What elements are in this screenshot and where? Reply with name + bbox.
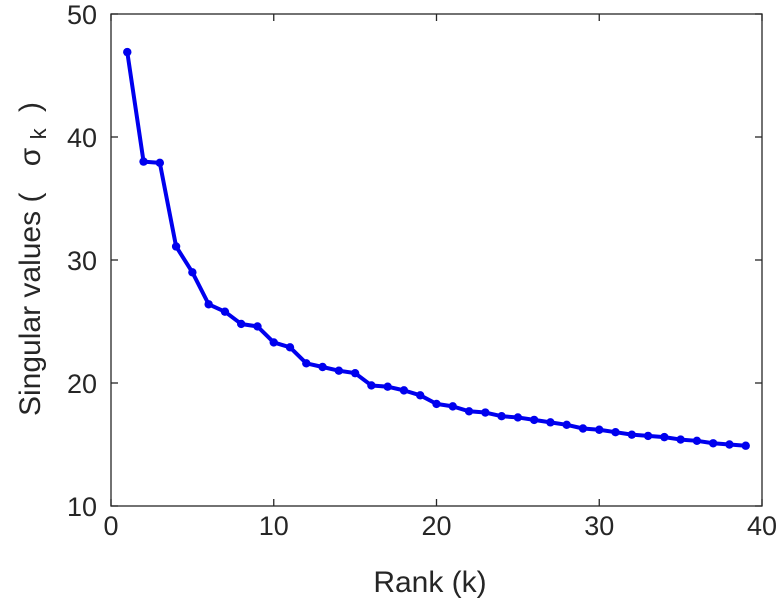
- data-point: [204, 300, 213, 309]
- data-point: [188, 268, 197, 277]
- data-point: [350, 368, 360, 378]
- data-point: [399, 386, 409, 395]
- data-point: [383, 382, 392, 391]
- x-tick-label: 30: [584, 511, 614, 541]
- x-tick-label: 10: [259, 511, 289, 541]
- data-point: [513, 413, 523, 422]
- data-point: [220, 307, 230, 316]
- data-point: [302, 359, 311, 368]
- series-layer: [123, 47, 750, 450]
- svg-text:Singular values ( σ: Singular values ( σ k ): [14, 102, 53, 416]
- data-point: [676, 435, 685, 444]
- data-point: [497, 412, 506, 421]
- data-point: [318, 362, 327, 372]
- y-axis-label-suffix: ): [14, 102, 47, 112]
- data-point: [155, 158, 165, 168]
- y-axis-ticks: 10 20 30 40 50: [67, 0, 762, 522]
- data-point: [416, 391, 425, 400]
- data-point: [481, 408, 490, 417]
- data-point: [448, 402, 457, 411]
- data-point: [171, 242, 181, 251]
- x-tick-label: 0: [103, 511, 118, 541]
- series-line: [125, 50, 748, 448]
- data-point: [367, 381, 376, 390]
- data-point: [546, 418, 555, 427]
- data-point: [627, 430, 636, 439]
- data-point: [237, 319, 246, 329]
- y-tick-label: 20: [67, 369, 97, 399]
- y-axis-label-subscript: k: [26, 127, 51, 139]
- data-point: [253, 322, 262, 331]
- y-axis-label: Singular values ( σ k ): [14, 102, 53, 416]
- data-point: [334, 366, 344, 375]
- data-point: [432, 399, 441, 409]
- y-tick-label: 40: [67, 123, 97, 153]
- y-tick-label: 50: [67, 0, 97, 30]
- axes-frame: [110, 13, 763, 507]
- data-point: [660, 432, 669, 442]
- y-axis-label-symbol: σ: [14, 147, 47, 166]
- data-point: [269, 338, 278, 347]
- data-point: [123, 47, 132, 57]
- data-point: [725, 440, 734, 449]
- data-point: [562, 420, 571, 430]
- data-point: [578, 424, 588, 433]
- y-tick-label: 30: [67, 246, 97, 276]
- data-point: [708, 439, 718, 448]
- x-axis-label: Rank (k): [373, 566, 486, 599]
- y-tick-label: 10: [67, 492, 97, 522]
- data-point: [611, 428, 620, 437]
- data-point: [741, 441, 750, 450]
- data-point: [464, 407, 474, 416]
- x-tick-label: 40: [747, 511, 777, 541]
- data-point: [529, 415, 539, 425]
- y-axis-label-prefix: Singular values (: [14, 193, 47, 416]
- data-point: [139, 157, 148, 166]
- data-point: [595, 425, 604, 434]
- x-axis-ticks: 0 10 20 30 40: [103, 14, 777, 541]
- data-point: [643, 431, 653, 441]
- data-point: [692, 436, 702, 446]
- axes-box: [110, 13, 763, 507]
- x-tick-label: 20: [421, 511, 451, 541]
- data-point: [285, 343, 295, 352]
